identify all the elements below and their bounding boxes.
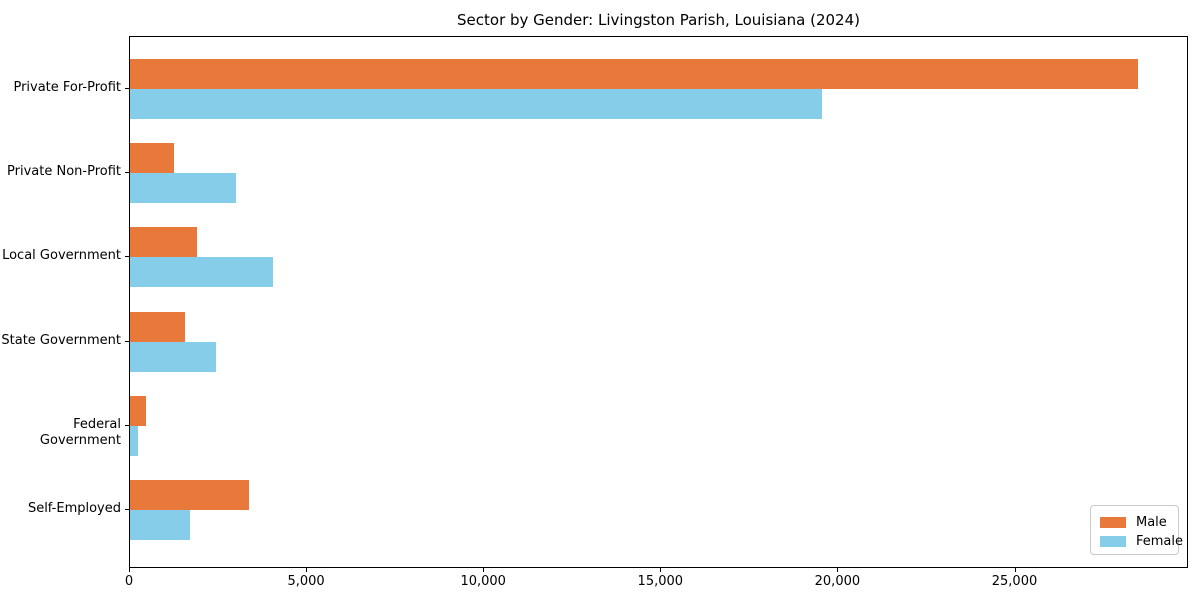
x-tick-label-5000: 5,000 xyxy=(287,574,325,589)
y-tick-mark xyxy=(125,88,129,89)
bar-male-local-government xyxy=(130,227,197,258)
bar-male-federal-government xyxy=(130,395,146,426)
y-tick-mark xyxy=(125,509,129,510)
x-tick-mark xyxy=(306,568,308,572)
y-tick-mark xyxy=(125,172,129,174)
bar-female-private-non-profit xyxy=(130,173,236,204)
legend-label-female: Female xyxy=(1136,534,1184,549)
legend: Male Female xyxy=(1090,505,1183,555)
y-tick-label-self-employed: Self-Employed xyxy=(27,501,121,516)
legend-swatch-female xyxy=(1100,536,1126,547)
bar-male-private-for-profit xyxy=(130,59,1138,89)
y-tick-label-state-government: State Government xyxy=(1,332,121,348)
legend-entry-female: Female xyxy=(1100,532,1183,551)
bar-female-local-government xyxy=(130,257,274,288)
legend-entry-male: Male xyxy=(1100,513,1170,532)
x-tick-label-25000: 25,000 xyxy=(991,574,1038,589)
chart-title: Sector by Gender: Livingston Parish, Lou… xyxy=(457,11,860,29)
y-tick-label-private-non-profit: Private Non-Profit xyxy=(7,164,121,180)
x-tick-label-10000: 10,000 xyxy=(460,574,506,589)
bar-female-federal-government xyxy=(130,425,138,456)
bar-female-state-government xyxy=(130,341,217,372)
y-tick-label-federal-government: Federal Government xyxy=(39,416,121,448)
bar-male-state-government xyxy=(130,311,186,342)
legend-label-male: Male xyxy=(1136,515,1167,530)
plot-area xyxy=(129,36,1188,568)
bar-male-private-non-profit xyxy=(130,143,174,174)
x-tick-mark xyxy=(483,568,485,572)
x-tick-mark xyxy=(837,568,839,572)
x-tick-label-20000: 20,000 xyxy=(814,574,861,589)
y-tick-mark xyxy=(125,256,129,258)
x-tick-mark xyxy=(1014,568,1016,572)
legend-swatch-male xyxy=(1100,517,1126,528)
x-tick-label-15000: 15,000 xyxy=(637,574,684,589)
y-tick-label-private-for-profit: Private For-Profit xyxy=(13,80,121,95)
x-tick-label-0: 0 xyxy=(124,574,134,589)
bar-female-private-for-profit xyxy=(130,89,822,119)
y-tick-label-local-government: Local Government xyxy=(2,248,121,264)
bar-female-self-employed xyxy=(130,510,190,540)
bar-male-self-employed xyxy=(130,480,250,510)
x-tick-mark xyxy=(660,568,662,572)
x-tick-mark xyxy=(129,568,130,572)
y-tick-mark xyxy=(125,424,129,426)
y-tick-mark xyxy=(125,340,129,342)
